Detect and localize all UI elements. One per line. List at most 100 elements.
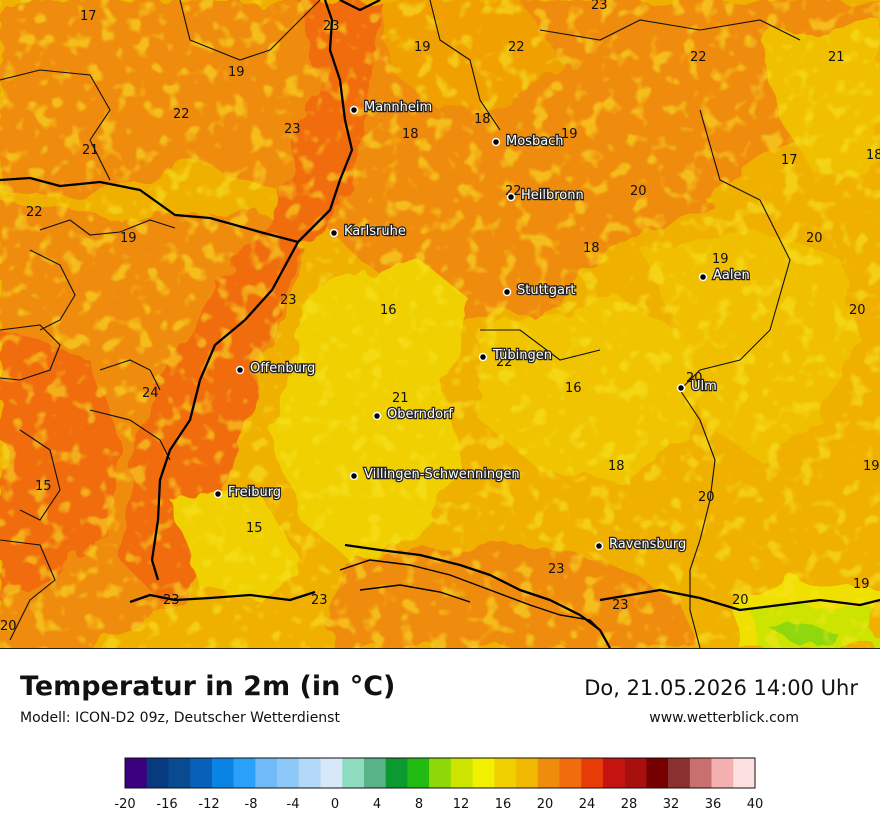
legend-tick-label: 12 [453, 797, 470, 812]
city-dot [235, 365, 245, 375]
city-label: Villingen-Schwenningen [364, 467, 520, 482]
city-stuttgart: Stuttgart [502, 282, 577, 299]
legend-tick-label: 16 [495, 797, 512, 812]
temp-label: 18 [866, 148, 880, 163]
temp-label: 23 [163, 593, 180, 608]
legend-tick-label: 24 [579, 797, 596, 812]
temp-label: 19 [712, 252, 729, 267]
legend-swatch [537, 758, 560, 788]
legend-swatch [559, 758, 582, 788]
city-dot [698, 272, 708, 282]
temp-label: 15 [246, 521, 263, 536]
city-label: Ulm [691, 379, 717, 394]
temp-label: 16 [565, 381, 582, 396]
city-dot [213, 489, 223, 499]
legend-color-bar [124, 757, 756, 789]
temp-label: 19 [120, 231, 137, 246]
temp-label: 23 [311, 593, 328, 608]
map-svg: 17 23 19 22 23 21 19 22 22 23 18 18 19 1… [0, 0, 880, 648]
temp-label: 18 [474, 112, 491, 127]
city-mosbach: Mosbach [491, 133, 565, 150]
lake-constance-outline [339, 559, 601, 631]
city-dot [372, 411, 382, 421]
legend-swatch [472, 758, 495, 788]
legend-swatch [211, 758, 234, 788]
temp-label: 23 [323, 19, 340, 34]
city-mannheim: Mannheim [349, 99, 433, 116]
city-label: Stuttgart [517, 283, 575, 298]
city-label: Mosbach [506, 134, 564, 149]
temp-label: 20 [698, 490, 715, 505]
city-label: Oberndorf [387, 407, 453, 422]
legend-swatch [385, 758, 408, 788]
temp-label: 21 [82, 143, 99, 158]
city-label: Freiburg [228, 485, 281, 500]
model-source: Modell: ICON-D2 09z, Deutscher Wetterdie… [20, 710, 340, 726]
city-dot [506, 192, 516, 202]
temp-label: 15 [35, 479, 52, 494]
temp-label: 23 [591, 0, 608, 13]
city-dot [594, 541, 604, 551]
legend-tick-label: -8 [245, 797, 258, 812]
temp-label: 23 [612, 598, 629, 613]
city-markers: Mannheim Mosbach Heilbronn Karlsruhe Aal… [213, 99, 751, 553]
city-heilbronn: Heilbronn [506, 187, 585, 204]
city-dot [502, 287, 512, 297]
legend-swatch [146, 758, 169, 788]
legend-swatch [624, 758, 647, 788]
legend-tick-label: -4 [287, 797, 300, 812]
legend-tick-label: -16 [156, 797, 177, 812]
legend-swatch [711, 758, 734, 788]
temp-label: 22 [690, 50, 707, 65]
city-dot [329, 228, 339, 238]
legend-swatch [429, 758, 452, 788]
legend-tick-label: 32 [663, 797, 680, 812]
city-label: Ravensburg [609, 537, 686, 552]
temp-label: 24 [142, 386, 159, 401]
temp-label: 20 [686, 371, 703, 386]
legend-tick-label: -12 [198, 797, 219, 812]
temp-label: 23 [284, 122, 301, 137]
legend-tick-label: 28 [621, 797, 638, 812]
legend-swatch [668, 758, 691, 788]
city-label: Heilbronn [521, 188, 584, 203]
legend-swatch [342, 758, 365, 788]
temp-label: 21 [828, 50, 845, 65]
legend-swatch [581, 758, 604, 788]
temp-label: 19 [414, 40, 431, 55]
city-karlsruhe: Karlsruhe [329, 223, 407, 240]
legend-swatch [516, 758, 539, 788]
temp-label: 20 [0, 619, 17, 634]
temp-label: 19 [561, 127, 578, 142]
city-oberndorf: Oberndorf [372, 406, 455, 423]
legend-swatch [190, 758, 213, 788]
forecast-datetime: Do, 21.05.2026 14:00 Uhr [584, 676, 858, 700]
city-label: Tübingen [492, 348, 552, 363]
city-offenburg: Offenburg [235, 360, 317, 377]
temp-label: 19 [863, 459, 880, 474]
legend-tick-label: 36 [705, 797, 722, 812]
legend-tick-label: 8 [415, 797, 423, 812]
color-legend: -20 -16 -12 -8 -4 0 4 8 12 16 20 24 28 32 36 40 [0, 750, 880, 830]
city-ulm: Ulm [676, 378, 718, 395]
legend-swatch [407, 758, 430, 788]
temp-label: 23 [548, 562, 565, 577]
temp-label: 23 [280, 293, 297, 308]
temp-label: 17 [781, 153, 798, 168]
city-label: Offenburg [250, 361, 315, 376]
temp-label: 17 [80, 9, 97, 24]
legend-frame [124, 757, 756, 789]
legend-tick-label: 0 [331, 797, 339, 812]
temp-label: 18 [402, 127, 419, 142]
city-dot [349, 471, 359, 481]
website-link[interactable]: www.wetterblick.com [649, 710, 799, 726]
city-villingen-schwenningen: Villingen-Schwenningen [349, 466, 521, 483]
legend-swatch [320, 758, 343, 788]
legend-swatch [277, 758, 300, 788]
temp-label: 19 [853, 577, 870, 592]
temp-label: 19 [228, 65, 245, 80]
legend-svg: -20 -16 -12 -8 -4 0 4 8 12 16 20 24 28 32 36 40 [114, 757, 763, 812]
temp-label: 21 [392, 391, 409, 406]
legend-swatch [689, 758, 712, 788]
temp-label: 18 [608, 459, 625, 474]
